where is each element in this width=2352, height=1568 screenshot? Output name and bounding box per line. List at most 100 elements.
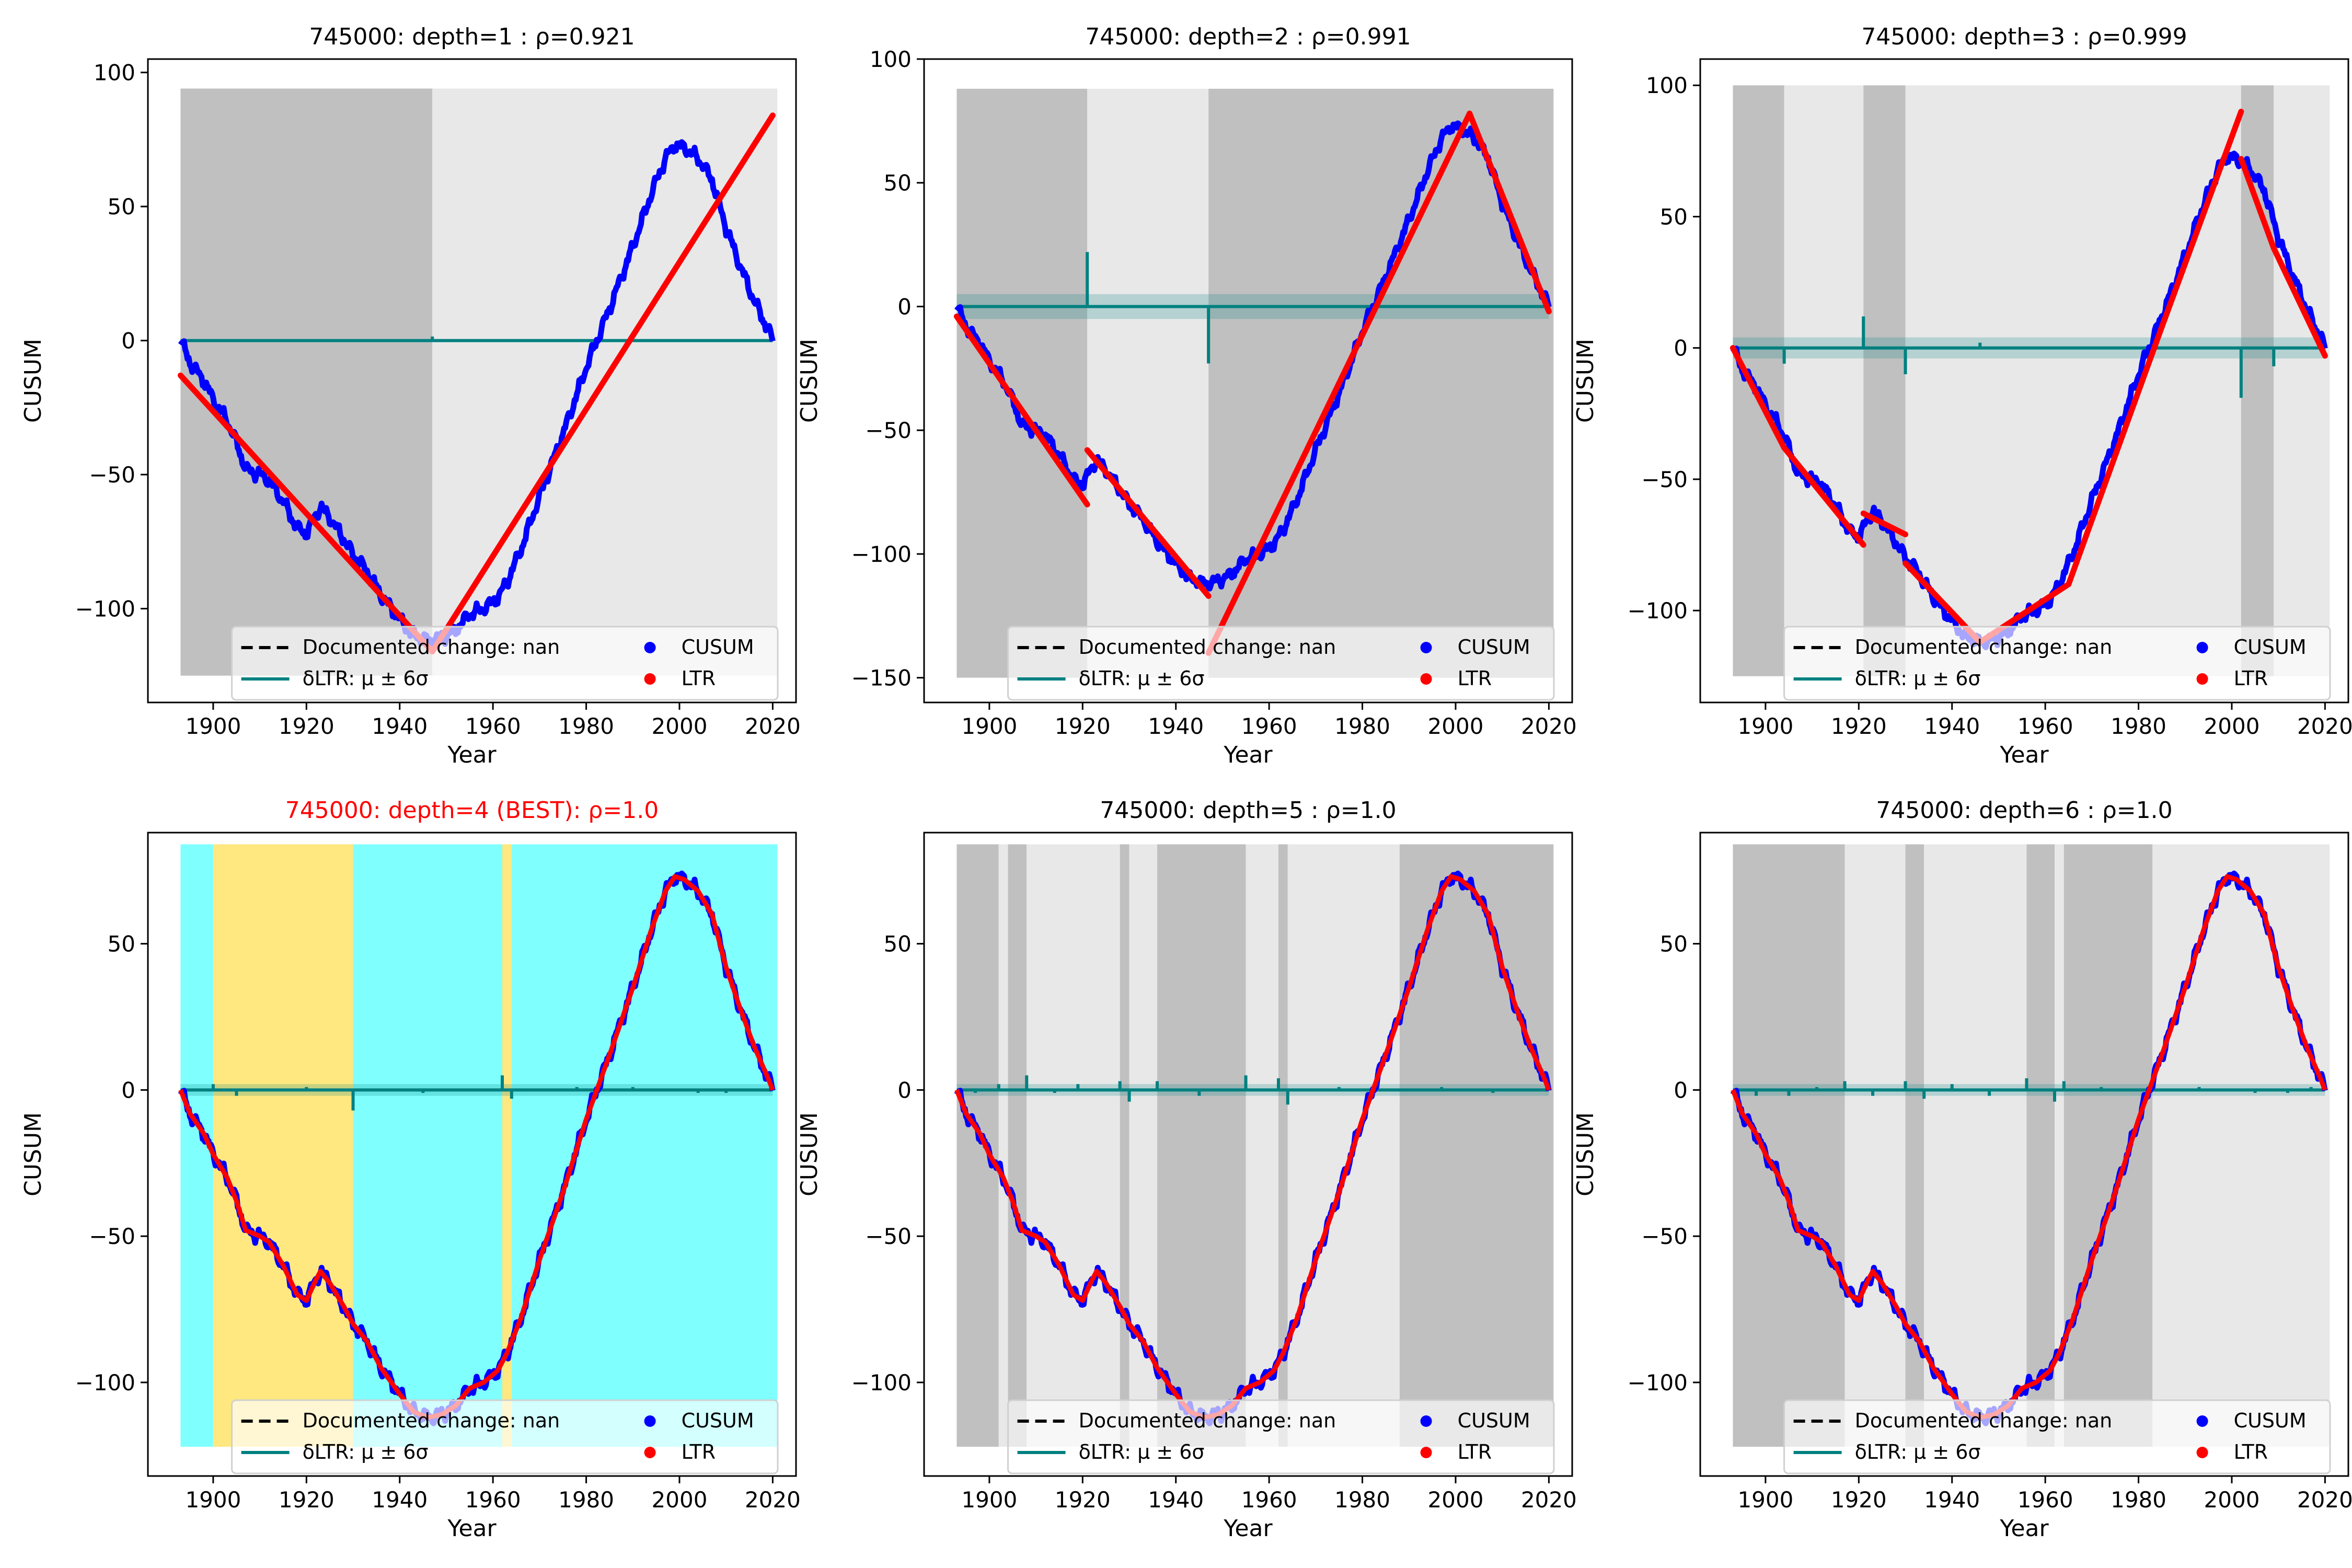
x-tick-label-1940: 1940 bbox=[1924, 1487, 1980, 1513]
legend-documented-label: Documented change: nan bbox=[1079, 636, 1336, 659]
y-tick-label-2: 0 bbox=[121, 1077, 135, 1103]
x-tick-label-1920: 1920 bbox=[1831, 1487, 1887, 1513]
legend-ltr-label: LTR bbox=[1458, 667, 1492, 690]
x-tick-label-1940: 1940 bbox=[1924, 713, 1980, 739]
y-tick-label-5: 100 bbox=[870, 47, 912, 72]
legend-dltr-label: δLTR: μ ± 6σ bbox=[303, 667, 429, 690]
x-tick-label-2020: 2020 bbox=[745, 713, 801, 739]
segment-region-4 bbox=[1905, 85, 2241, 676]
x-tick-label-2000: 2000 bbox=[1428, 1487, 1484, 1513]
x-axis-label: Year bbox=[1999, 742, 2049, 768]
y-tick-label-3: 50 bbox=[884, 931, 912, 957]
y-tick-label-1: −50 bbox=[89, 462, 135, 488]
y-tick-label-3: 50 bbox=[108, 931, 135, 957]
y-tick-label-1: −100 bbox=[851, 541, 912, 567]
segment-region-1 bbox=[1733, 85, 1784, 676]
ltr-segment-2 bbox=[429, 112, 776, 655]
segment-region-2 bbox=[1844, 844, 1906, 1447]
segment-region-8 bbox=[1246, 844, 1278, 1447]
legend-cusum-label: CUSUM bbox=[2234, 636, 2307, 659]
y-tick-label-0: −100 bbox=[1628, 598, 1688, 624]
y-tick-label-0: −100 bbox=[75, 1370, 135, 1396]
panel-title: 745000: depth=5 : ρ=1.0 bbox=[1100, 797, 1396, 824]
x-axis-label: Year bbox=[1999, 1515, 2049, 1542]
segment-region-3 bbox=[1008, 844, 1027, 1447]
x-tick-label-2000: 2000 bbox=[2204, 1487, 2260, 1513]
x-tick-label-2000: 2000 bbox=[2204, 713, 2260, 739]
legend-cusum-label: CUSUM bbox=[2234, 1409, 2307, 1432]
legend-box bbox=[231, 626, 779, 701]
y-tick-label-4: 50 bbox=[884, 170, 912, 196]
segment-region-6 bbox=[2274, 85, 2330, 676]
segment-region-3 bbox=[1208, 88, 1554, 678]
x-tick-label-1900: 1900 bbox=[185, 1487, 241, 1513]
x-tick-label-1960: 1960 bbox=[1241, 713, 1297, 739]
y-tick-label-1: −50 bbox=[1641, 1224, 1688, 1249]
legend-cusum-label: CUSUM bbox=[1458, 1409, 1530, 1432]
legend: Documented change: nan δLTR: μ ± 6σ CUSUM L… bbox=[1783, 1399, 2331, 1474]
x-tick-label-2020: 2020 bbox=[745, 1487, 801, 1513]
ltr-segment-3 bbox=[1205, 110, 1473, 656]
segment-region-4 bbox=[1027, 844, 1120, 1447]
y-tick-label-4: 100 bbox=[1646, 73, 1688, 98]
panel-depth-5: Documented change: nan δLTR: μ ± 6σ CUSUM L… bbox=[796, 797, 1577, 1542]
cusum-series bbox=[1730, 870, 2328, 1426]
x-axis-label: Year bbox=[1223, 742, 1273, 768]
segment-region-5 bbox=[1120, 844, 1129, 1447]
legend-box bbox=[1783, 626, 2331, 701]
x-tick-label-1960: 1960 bbox=[1241, 1487, 1297, 1513]
segment-region-5 bbox=[2026, 844, 2055, 1447]
y-tick-label-3: 50 bbox=[108, 194, 135, 220]
cusum-series bbox=[178, 870, 776, 1426]
legend: Documented change: nan δLTR: μ ± 6σ CUSUM L… bbox=[1007, 1399, 1555, 1474]
legend: Documented change: nan δLTR: μ ± 6σ CUSUM L… bbox=[1007, 626, 1555, 701]
panel-title: 745000: depth=6 : ρ=1.0 bbox=[1876, 797, 2172, 824]
y-axis-label: CUSUM bbox=[20, 1112, 47, 1196]
x-axis-label: Year bbox=[1223, 1515, 1273, 1542]
x-tick-label-1940: 1940 bbox=[372, 1487, 428, 1513]
segment-region-11 bbox=[1399, 844, 1554, 1447]
segment-region-7 bbox=[2063, 844, 2153, 1447]
legend-cusum-label: CUSUM bbox=[682, 1409, 754, 1432]
ltr-segment-2 bbox=[1084, 447, 1212, 599]
x-tick-label-1980: 1980 bbox=[558, 713, 614, 739]
x-tick-label-1980: 1980 bbox=[2111, 1487, 2166, 1513]
legend-ltr-label: LTR bbox=[682, 1440, 716, 1463]
x-tick-label-1980: 1980 bbox=[2111, 713, 2166, 739]
ltr-segment-4 bbox=[1467, 110, 1552, 315]
ltr-segment-3 bbox=[1860, 510, 1909, 537]
x-tick-label-2020: 2020 bbox=[2297, 1487, 2352, 1513]
y-tick-label-2: 0 bbox=[1674, 1077, 1688, 1103]
legend-cusum-label: CUSUM bbox=[1458, 636, 1530, 659]
y-tick-label-1: −50 bbox=[1641, 467, 1688, 492]
x-tick-label-1940: 1940 bbox=[1148, 713, 1204, 739]
legend-cusum-swatch bbox=[2196, 642, 2208, 653]
x-tick-label-1920: 1920 bbox=[279, 1487, 335, 1513]
ltr-segment-2 bbox=[1781, 445, 1866, 548]
x-tick-label-2000: 2000 bbox=[652, 713, 708, 739]
legend-box bbox=[1007, 1399, 1555, 1474]
legend-box bbox=[1783, 1399, 2331, 1474]
y-tick-label-1: −50 bbox=[89, 1224, 135, 1249]
legend-dltr-label: δLTR: μ ± 6σ bbox=[1855, 1440, 1981, 1463]
segment-region-4 bbox=[502, 844, 512, 1447]
axes-frame bbox=[1699, 832, 2349, 1477]
x-tick-label-2020: 2020 bbox=[1521, 713, 1577, 739]
legend-documented-label: Documented change: nan bbox=[1855, 636, 2113, 659]
panel-depth-3: Documented change: nan δLTR: μ ± 6σ CUSUM L… bbox=[1572, 24, 2352, 768]
axes-frame bbox=[147, 832, 797, 1477]
ltr-segment-1 bbox=[177, 372, 435, 655]
panel-depth-6: Documented change: nan δLTR: μ ± 6σ CUSUM L… bbox=[1572, 797, 2352, 1542]
cusum-series bbox=[954, 870, 1552, 1426]
x-tick-label-1960: 1960 bbox=[465, 1487, 521, 1513]
x-tick-label-1900: 1900 bbox=[1737, 713, 1793, 739]
ltr-segment-7 bbox=[2159, 108, 2244, 330]
legend: Documented change: nan δLTR: μ ± 6σ CUSUM L… bbox=[231, 1399, 779, 1474]
y-tick-label-1: −50 bbox=[865, 1224, 912, 1249]
ltr-segment-6 bbox=[2066, 324, 2165, 587]
panel-depth-1: Documented change: nan δLTR: μ ± 6σ CUSUM L… bbox=[20, 24, 801, 768]
ltr-segment-1 bbox=[953, 313, 1090, 508]
segment-region-10 bbox=[1287, 844, 1400, 1447]
segment-region-1 bbox=[180, 88, 433, 676]
